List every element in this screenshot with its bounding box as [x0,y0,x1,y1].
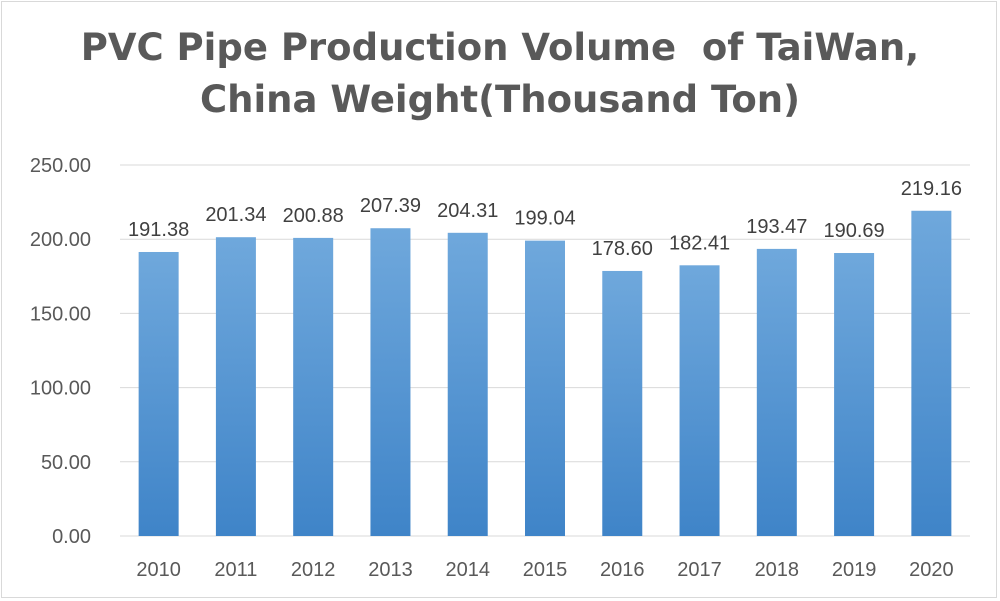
bar [834,253,875,536]
x-tick-label: 2020 [909,559,954,581]
x-tick-label: 2017 [677,559,722,581]
bar [138,251,179,537]
bar [370,228,411,536]
bar [293,237,334,536]
data-label: 182.41 [669,232,730,254]
y-tick-label: 0.00 [52,526,91,548]
data-label: 190.69 [824,220,885,242]
data-label: 204.31 [437,200,498,222]
data-label: 207.39 [360,195,421,217]
bar [756,248,797,537]
bar [215,237,256,537]
y-tick-label: 150.00 [30,303,91,325]
bar [525,240,565,536]
x-tick-label: 2016 [600,559,645,581]
data-label: 191.38 [128,219,189,241]
x-axis-ticks: 2010 2011 2012 2013 2014 2015 2016 2017 2018 2019… [136,559,953,581]
x-tick-label: 2011 [214,559,257,581]
data-label: 178.60 [592,238,653,260]
x-tick-label: 2012 [291,559,336,581]
data-label: 199.04 [514,208,575,230]
y-tick-label: 50.00 [41,452,91,474]
data-label: 219.16 [901,178,962,200]
y-tick-label: 250.00 [30,155,91,177]
bar [679,265,720,536]
y-tick-label: 200.00 [30,229,91,251]
data-label: 201.34 [205,204,266,226]
chart-title-line-1: PVC Pipe Production Volume of TaiWan, [80,26,920,69]
x-tick-label: 2014 [445,559,490,581]
x-tick-label: 2010 [136,559,181,581]
bar [447,232,488,536]
data-label: 193.47 [746,216,807,238]
x-tick-label: 2018 [755,559,800,581]
bar [602,270,643,536]
y-tick-label: 100.00 [30,378,91,400]
bars [138,210,952,537]
x-tick-label: 2015 [523,559,568,581]
x-tick-label: 2019 [832,559,877,581]
x-tick-label: 2013 [368,559,413,581]
data-labels: 191.38 201.34 200.88 207.39 204.31 199.04 178.… [128,178,962,260]
bar [911,210,952,537]
y-axis-ticks: 0.00 50.00 100.00 150.00 200.00 250.00 [30,155,91,548]
chart-title: PVC Pipe Production Volume of TaiWan, Ch… [0,22,1000,126]
data-label: 200.88 [283,205,344,227]
chart-title-line-2: China Weight(Thousand Ton) [199,78,801,121]
